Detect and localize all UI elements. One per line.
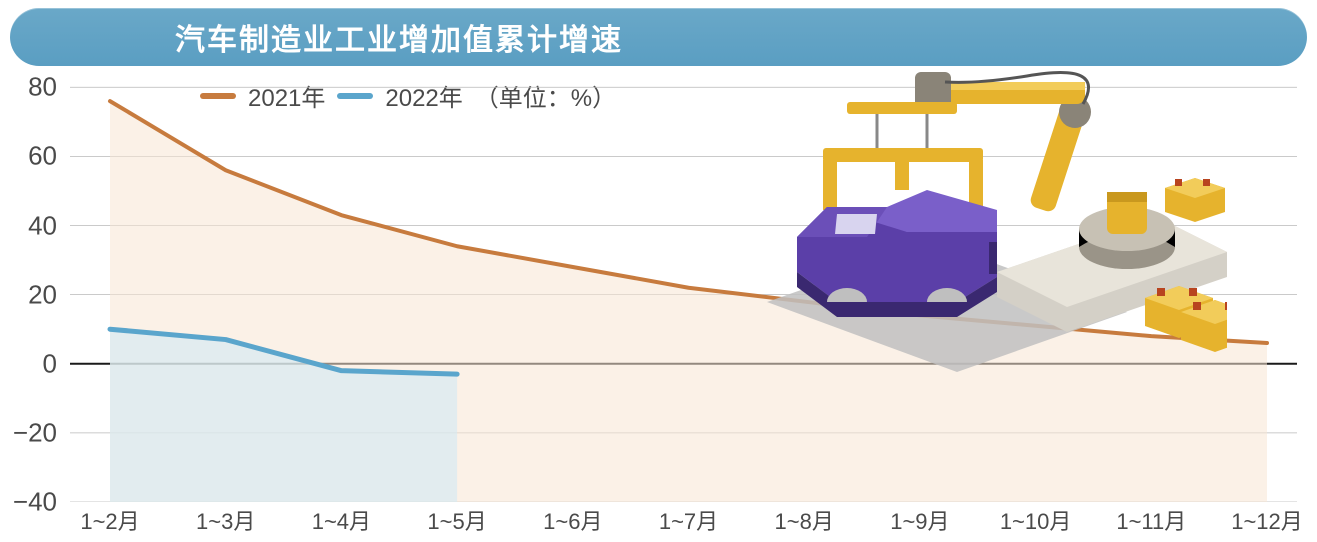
chart-title-pill: 汽车制造业工业增加值累计增速 — [10, 8, 1307, 66]
chart-svg — [70, 70, 1297, 502]
chart-container: 汽车制造业工业增加值累计增速 2021年 2022年 （单位：%） −40−20… — [0, 0, 1317, 542]
x-tick-label: 1~8月 — [775, 504, 834, 536]
x-tick-label: 1~11月 — [1116, 504, 1186, 536]
chart-title: 汽车制造业工业增加值累计增速 — [175, 15, 623, 59]
x-tick-label: 1~9月 — [890, 504, 949, 536]
y-tick-label: 60 — [28, 141, 57, 172]
y-axis: −40−20020406080 — [0, 70, 65, 502]
x-tick-label: 1~3月 — [196, 504, 255, 536]
y-tick-label: 80 — [28, 72, 57, 103]
y-tick-label: −40 — [13, 487, 57, 518]
y-tick-label: 20 — [28, 279, 57, 310]
x-tick-label: 1~7月 — [659, 504, 718, 536]
x-tick-label: 1~6月 — [543, 504, 602, 536]
x-tick-label: 1~2月 — [80, 504, 139, 536]
y-tick-label: −20 — [13, 417, 57, 448]
y-tick-label: 0 — [43, 348, 57, 379]
plot-area — [70, 70, 1297, 502]
x-tick-label: 1~4月 — [312, 504, 371, 536]
x-axis: 1~2月 1~3月 1~4月 1~5月 1~6月 1~7月 1~8月 1~9月 1~10月 1~1… — [70, 504, 1297, 540]
x-tick-label: 1~10月 — [1000, 504, 1072, 536]
y-tick-label: 40 — [28, 210, 57, 241]
x-tick-label: 1~12月 — [1231, 504, 1303, 536]
x-tick-label: 1~5月 — [427, 504, 486, 536]
